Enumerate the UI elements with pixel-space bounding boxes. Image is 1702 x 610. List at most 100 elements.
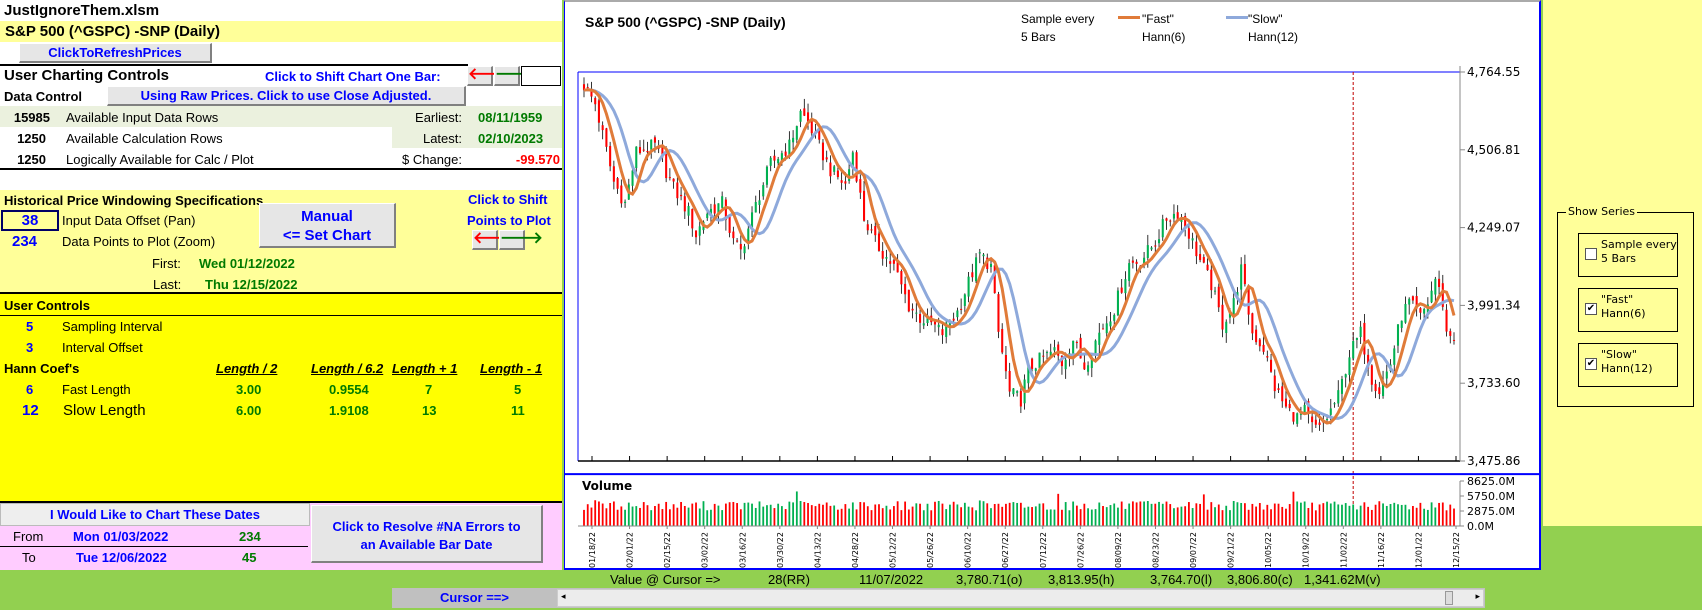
candle-body [818, 129, 821, 140]
divider [0, 64, 468, 66]
checkbox-icon[interactable]: ✔ [1585, 303, 1597, 315]
candle-body [728, 216, 731, 233]
data-control-label: Data Control [4, 89, 82, 104]
shift-right-button[interactable]: 🡒 [494, 66, 538, 86]
row-label: Logically Available for Calc / Plot [66, 152, 254, 167]
x-tick-label: 07/12/22 [1039, 532, 1048, 568]
fast-hann-line [583, 88, 1456, 425]
candle-body [1120, 287, 1123, 293]
refresh-prices-button[interactable]: ClickToRefreshPrices [19, 43, 212, 63]
volume-bar [1408, 509, 1411, 526]
volume-bar [1296, 501, 1299, 526]
volume-bar [609, 502, 612, 526]
volume-bar [747, 502, 750, 526]
legend-label: 5 Bars [1021, 30, 1056, 44]
coef-cell: 3.00 [236, 382, 262, 397]
candle-body [806, 112, 810, 122]
volume-bar [941, 503, 944, 526]
volume-bar [896, 501, 899, 526]
volume-bar [934, 501, 936, 526]
volume-bar [1367, 506, 1370, 526]
volume-bar [1341, 504, 1343, 526]
candle-body [844, 181, 847, 184]
candle-body [1367, 354, 1370, 369]
points-left-button[interactable]: 🡐 [472, 230, 516, 250]
fast-length-label: Fast Length [62, 382, 131, 397]
volume-bar [1187, 502, 1190, 526]
volume-bar [739, 509, 742, 526]
volume-bar [1385, 505, 1388, 526]
cursor-value-label: Value @ Cursor => [610, 572, 721, 587]
show-series-checkbox[interactable]: ✔ "Fast" Hann(6) [1578, 288, 1678, 332]
price-mode-button[interactable]: Using Raw Prices. Click to use Close Adj… [107, 86, 466, 106]
volume-bar [1318, 504, 1321, 526]
sampling-input[interactable]: 5 [26, 319, 34, 334]
coef-cell: 11 [511, 403, 525, 418]
volume-bar [728, 502, 731, 526]
scroll-right-icon[interactable]: ▸ [1475, 591, 1480, 601]
x-tick-label: 04/28/22 [851, 532, 860, 568]
fast-length-input[interactable]: 6 [26, 382, 34, 397]
candle-body [1225, 321, 1228, 334]
show-series-checkbox[interactable]: ✔ "Slow" Hann(12) [1578, 343, 1678, 387]
volume-bar [661, 509, 664, 526]
resolve-na-errors-button[interactable]: Click to Resolve #NA Errors to an Availa… [311, 505, 543, 563]
volume-bar [683, 505, 686, 526]
volume-bar [1397, 504, 1399, 526]
volume-bar [926, 503, 929, 526]
points-right-button[interactable]: 🡒 [499, 230, 543, 250]
interval-offset-input[interactable]: 3 [26, 340, 34, 355]
volume-bar [1031, 507, 1033, 526]
candle-body [747, 228, 750, 244]
x-tick-label: 05/26/22 [926, 532, 935, 568]
points-input[interactable]: 234 [12, 233, 38, 250]
shift-input-cell[interactable] [521, 66, 561, 86]
x-tick-label: 09/07/22 [1189, 532, 1198, 568]
volume-bar [1001, 506, 1004, 526]
candle-body [892, 260, 895, 264]
checkbox-icon[interactable]: ✔ [1585, 358, 1597, 370]
volume-bar [1057, 493, 1060, 526]
coef-cell: 13 [422, 403, 437, 418]
cursor-low: 3,764.70(l) [1150, 572, 1213, 587]
volume-bar [975, 510, 977, 526]
x-tick-label: 06/27/22 [1001, 532, 1010, 568]
volume-bar [1247, 509, 1250, 526]
cursor-scrollbar[interactable]: ◂ ▸ [557, 589, 1484, 607]
divider [0, 501, 562, 503]
candle-body [1135, 261, 1138, 264]
candle-body [784, 151, 787, 156]
button-line: Manual [301, 208, 353, 225]
candle-body [1143, 257, 1146, 264]
volume-bar [900, 510, 903, 526]
candle-body [997, 294, 1000, 332]
candle-body [1355, 337, 1358, 340]
row-value: 15985 [13, 110, 50, 125]
to-date-input[interactable]: Tue 12/06/2022 [76, 550, 167, 565]
candle-body [743, 246, 746, 254]
latest-date: 02/10/2023 [478, 131, 544, 146]
candle-body [877, 233, 881, 251]
show-series-checkbox[interactable]: Sample every 5 Bars [1578, 233, 1678, 277]
volume-bar [1225, 505, 1228, 526]
x-tick-label: 11/02/22 [1339, 532, 1348, 568]
scroll-thumb[interactable] [1444, 591, 1453, 605]
candle-body [863, 190, 866, 221]
candle-body [933, 321, 937, 325]
volume-bar [1128, 503, 1131, 526]
shift-left-button[interactable]: 🡐 [467, 66, 511, 86]
volume-bar [773, 508, 776, 526]
slow-length-input[interactable]: 12 [22, 402, 39, 419]
candle-body [1303, 404, 1306, 413]
offset-input[interactable]: 38 [1, 210, 59, 231]
right-panel [1543, 0, 1702, 526]
candle-body [586, 87, 589, 89]
checkbox-icon[interactable] [1585, 248, 1597, 260]
candle-body [1359, 326, 1362, 338]
volume-bar [829, 505, 832, 526]
volume-bar [698, 508, 701, 526]
candle-body [754, 201, 757, 213]
manual-set-chart-button[interactable]: Manual <= Set Chart [259, 203, 396, 248]
scroll-left-icon[interactable]: ◂ [561, 591, 566, 601]
from-date-input[interactable]: Mon 01/03/2022 [73, 529, 169, 544]
